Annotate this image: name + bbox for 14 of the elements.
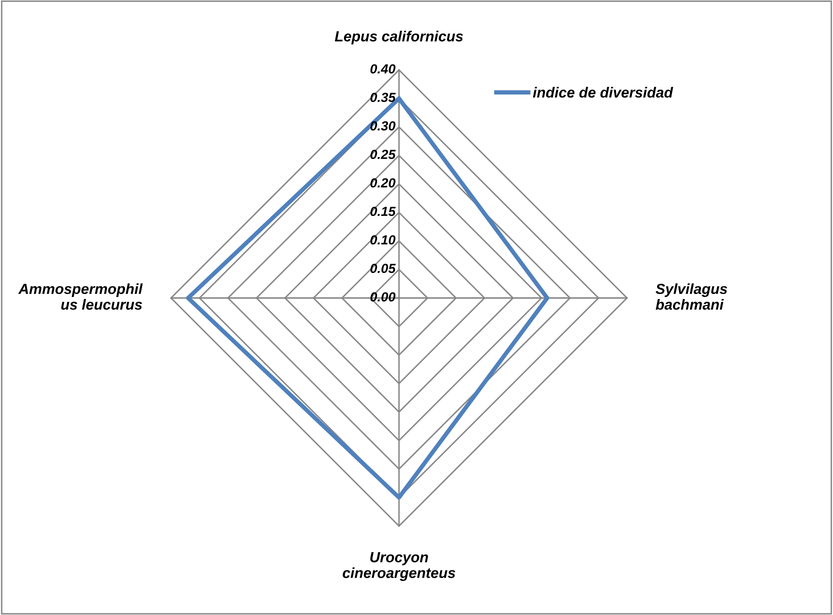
y-tick-label: 0.25 (370, 150, 396, 160)
y-tick-label: 0.20 (370, 178, 396, 188)
y-tick-label: 0.35 (370, 92, 396, 102)
y-tick-label: 0.05 (370, 264, 396, 274)
spoke-label: Lepus californicus (334, 30, 463, 44)
y-tick-label: 0.40 (370, 64, 396, 74)
y-tick-label: 0.00 (370, 292, 396, 302)
y-tick-label: 0.10 (370, 235, 396, 245)
spoke-label: Sylvilagus bachmani (656, 283, 728, 310)
spoke-label: Ammospermophil us leucurus (18, 283, 143, 310)
y-tick-label: 0.30 (370, 121, 396, 131)
y-tick-label: 0.15 (370, 206, 396, 216)
spoke-label: Urocyon cineroargenteus (342, 552, 456, 581)
legend-label: indice de diversidad (532, 86, 674, 98)
